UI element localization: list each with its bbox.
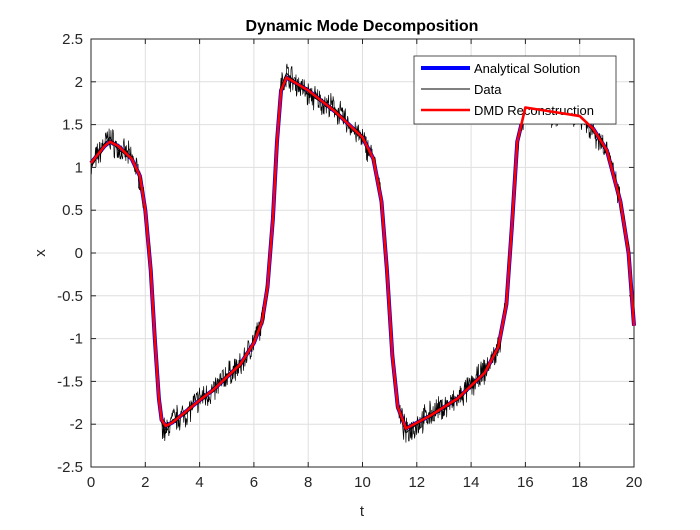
ticks: [90, 38, 635, 468]
x-tick-label: 6: [250, 474, 258, 491]
x-tick-label: 0: [87, 474, 95, 491]
tick-labels: 0 2 4 6 8 10 12 14 16 18 20 -2.5 -2 -1.5 -1 -0.5 0 0.5 1 1.…: [57, 31, 642, 491]
x-tick-label: 18: [571, 474, 588, 491]
x-tick-label: 10: [354, 474, 371, 491]
series-dmd-reconstruction: [89, 76, 636, 430]
legend-label-data: Data: [474, 82, 502, 97]
y-tick-label: -1: [70, 331, 83, 348]
y-tick-label: 0.5: [62, 202, 83, 219]
x-tick-label: 20: [626, 474, 643, 491]
y-tick-label: 2: [75, 74, 83, 91]
x-tick-label: 14: [463, 474, 480, 491]
y-axis-label: x: [32, 249, 49, 257]
x-tick-label: 16: [517, 474, 534, 491]
x-tick-label: 2: [141, 474, 149, 491]
chart-title: Dynamic Mode Decomposition: [246, 18, 479, 35]
y-tick-label: 2.5: [62, 31, 83, 48]
y-tick-label: -2: [70, 416, 83, 433]
legend-label-analytical-solution: Analytical Solution: [474, 61, 580, 76]
y-tick-label: -0.5: [57, 288, 83, 305]
y-tick-label: 1.5: [62, 117, 83, 134]
x-tick-label: 4: [195, 474, 203, 491]
y-tick-label: 0: [75, 245, 83, 262]
x-tick-label: 8: [304, 474, 312, 491]
y-tick-label: -1.5: [57, 373, 83, 390]
legend: Analytical Solution Data DMD Reconstruct…: [413, 55, 617, 125]
x-axis-label: t: [360, 503, 365, 520]
y-tick-label: 1: [75, 159, 83, 176]
y-tick-label: -2.5: [57, 459, 83, 476]
x-tick-label: 12: [408, 474, 425, 491]
